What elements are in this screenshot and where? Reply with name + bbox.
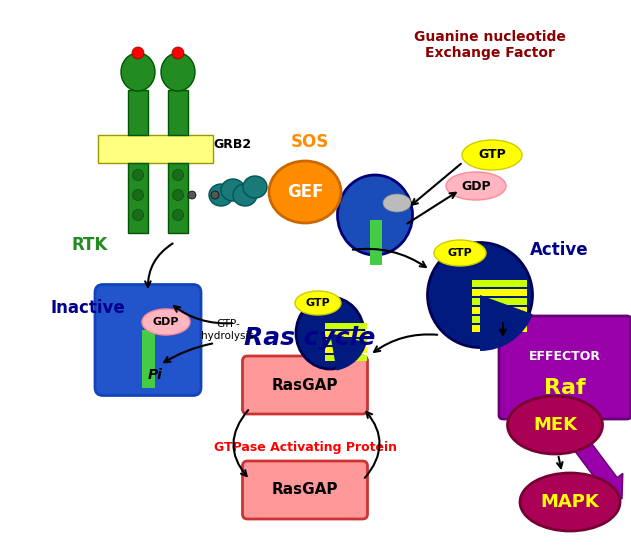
Text: GDP: GDP [461, 180, 491, 192]
Bar [325, 339, 367, 345]
Text: RasGAP: RasGAP [272, 378, 338, 392]
Text: MAPK: MAPK [541, 493, 599, 511]
Text: Active: Active [530, 241, 589, 259]
Ellipse shape [462, 140, 522, 170]
Bar [325, 323, 367, 329]
Text: Ras cycle: Ras cycle [244, 326, 375, 350]
Ellipse shape [296, 297, 364, 369]
Ellipse shape [172, 190, 184, 201]
Ellipse shape [383, 194, 411, 212]
Bar [325, 331, 367, 337]
Text: GTP: GTP [447, 248, 473, 258]
Bar [472, 325, 527, 332]
Bar [98, 135, 213, 163]
Text: RTK: RTK [72, 236, 108, 254]
Ellipse shape [243, 176, 267, 198]
Ellipse shape [233, 184, 257, 206]
Bar [168, 163, 188, 233]
Text: GDP: GDP [153, 317, 179, 327]
Text: Guanine nucleotide
Exchange Factor: Guanine nucleotide Exchange Factor [414, 30, 566, 60]
Bar [472, 298, 527, 305]
Ellipse shape [172, 47, 184, 59]
Bar [472, 307, 527, 314]
Ellipse shape [161, 53, 195, 91]
Ellipse shape [172, 169, 184, 180]
Wedge shape [480, 295, 533, 351]
Text: GTP-
hydrolysis: GTP- hydrolysis [201, 319, 254, 341]
Text: Pi: Pi [148, 368, 162, 382]
Bar [472, 316, 527, 323]
FancyBboxPatch shape [242, 461, 367, 519]
Ellipse shape [132, 47, 144, 59]
FancyBboxPatch shape [242, 356, 367, 414]
Ellipse shape [188, 191, 196, 199]
Ellipse shape [507, 396, 603, 454]
Ellipse shape [172, 209, 184, 220]
FancyArrow shape [573, 438, 623, 499]
Bar [128, 90, 148, 135]
Text: GTP: GTP [305, 298, 331, 308]
Ellipse shape [520, 473, 620, 531]
Ellipse shape [133, 169, 143, 180]
Ellipse shape [142, 309, 190, 335]
FancyBboxPatch shape [95, 284, 201, 396]
Ellipse shape [121, 53, 155, 91]
FancyBboxPatch shape [499, 316, 631, 419]
Text: GRB2: GRB2 [213, 139, 251, 151]
Bar [128, 163, 148, 233]
Ellipse shape [133, 209, 143, 220]
Text: GTP: GTP [478, 149, 506, 162]
Wedge shape [330, 333, 367, 370]
Text: GTPase Activating Protein: GTPase Activating Protein [213, 442, 396, 454]
Bar [325, 347, 367, 353]
Ellipse shape [434, 240, 486, 266]
Ellipse shape [295, 291, 341, 315]
Text: MEK: MEK [533, 416, 577, 434]
Text: GEF: GEF [286, 183, 323, 201]
Bar [142, 330, 155, 388]
Bar [370, 220, 382, 265]
Polygon shape [503, 398, 627, 443]
Text: Raf: Raf [544, 378, 586, 398]
Text: SOS: SOS [291, 133, 329, 151]
Ellipse shape [338, 175, 413, 255]
Ellipse shape [446, 172, 506, 200]
Bar [472, 280, 527, 287]
Ellipse shape [269, 161, 341, 223]
Ellipse shape [211, 191, 219, 199]
Text: Inactive: Inactive [50, 299, 125, 317]
Ellipse shape [133, 190, 143, 201]
Text: RasGAP: RasGAP [272, 482, 338, 498]
Bar [472, 289, 527, 296]
Ellipse shape [427, 243, 533, 347]
Bar [325, 355, 367, 361]
Text: EFFECTOR: EFFECTOR [529, 350, 601, 362]
Ellipse shape [209, 184, 233, 206]
Ellipse shape [221, 179, 245, 201]
Bar [168, 90, 188, 135]
